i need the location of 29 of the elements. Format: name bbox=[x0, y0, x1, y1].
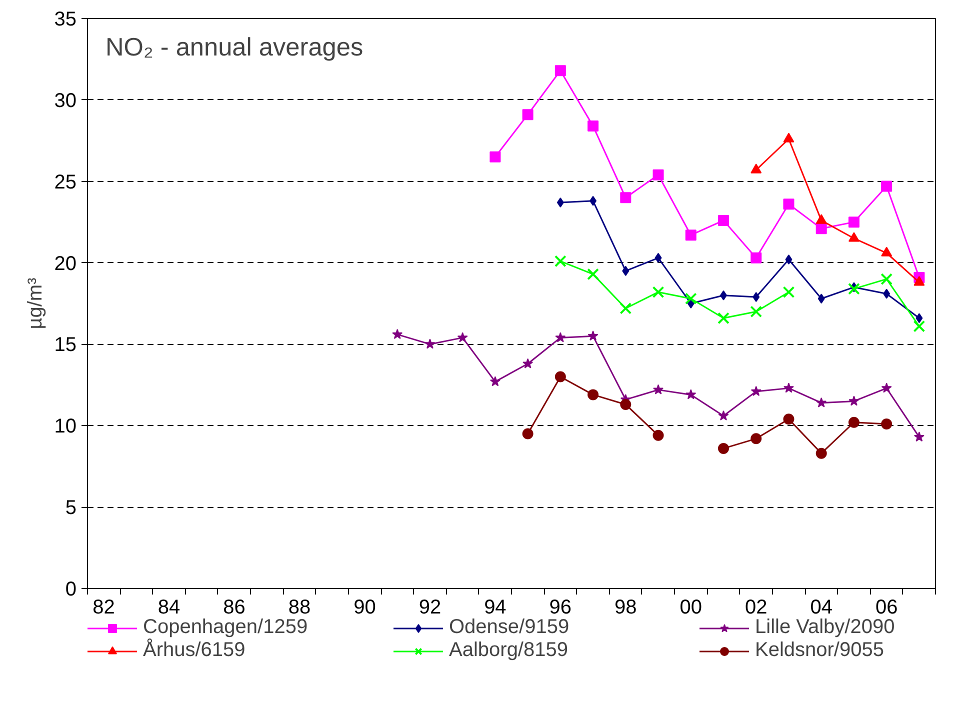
y-tick-label: 10 bbox=[54, 416, 77, 438]
y-tick-label: 15 bbox=[54, 334, 77, 356]
x-tick-label: 02 bbox=[744, 596, 768, 618]
x-tick-label: 06 bbox=[875, 596, 898, 618]
x-tick-label: 82 bbox=[92, 596, 115, 618]
legend-label: Odense/9159 bbox=[449, 616, 570, 638]
y-tick-label: 35 bbox=[54, 8, 77, 30]
legend-label: Keldsnor/9055 bbox=[755, 639, 885, 662]
x-tick-label: 94 bbox=[484, 596, 506, 618]
x-tick-label: 88 bbox=[288, 596, 311, 618]
y-tick-label: 30 bbox=[54, 90, 77, 112]
x-tick-label: 96 bbox=[549, 596, 572, 618]
x-tick-label: 92 bbox=[418, 596, 442, 618]
y-tick-label: 5 bbox=[65, 497, 76, 520]
x-tick-label: 00 bbox=[680, 596, 702, 618]
y-axis-title: µg/m³ bbox=[24, 277, 46, 330]
legend-label: Århus/6159 bbox=[143, 639, 246, 662]
legend-label: Lille Valby/2090 bbox=[755, 616, 896, 639]
x-tick-label: 84 bbox=[158, 596, 180, 618]
y-tick-label: 20 bbox=[54, 252, 77, 275]
x-tick-label: 90 bbox=[354, 596, 376, 618]
y-tick-label: 0 bbox=[65, 578, 76, 600]
legend-label: Copenhagen/1259 bbox=[143, 616, 308, 638]
legend-label: Aalborg/8159 bbox=[449, 639, 569, 662]
x-tick-label: 98 bbox=[614, 596, 637, 618]
x-tick-label: 86 bbox=[223, 596, 246, 618]
y-tick-label: 25 bbox=[54, 171, 77, 194]
x-tick-label: 04 bbox=[810, 596, 832, 618]
text: NO₂ - annual averages bbox=[106, 34, 364, 62]
